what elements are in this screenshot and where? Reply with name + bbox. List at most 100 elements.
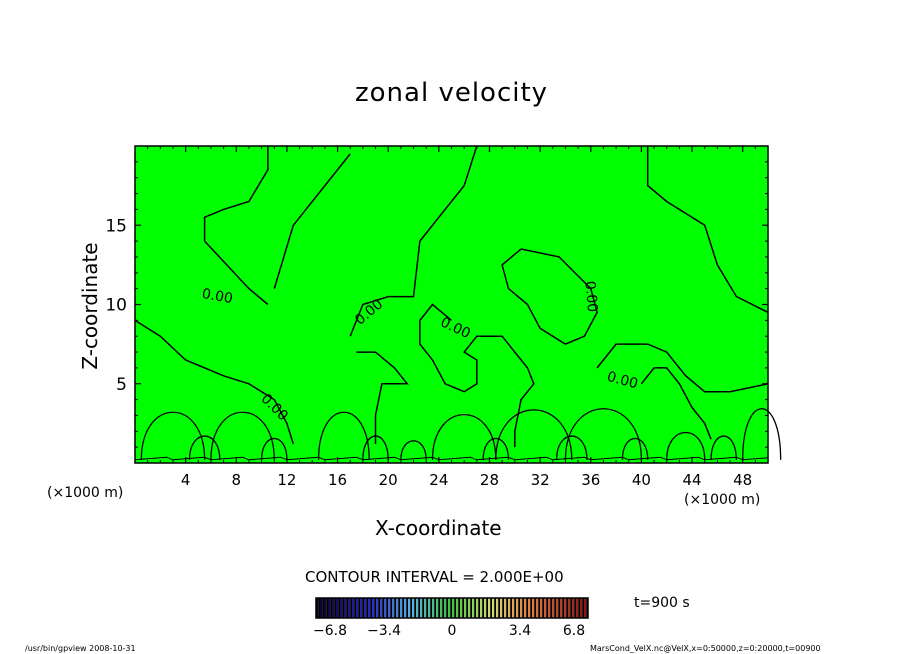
surface-contour xyxy=(666,432,706,460)
x-tick-label: 16 xyxy=(328,471,347,489)
colorbar-cell xyxy=(328,598,331,618)
colorbar-gap xyxy=(362,598,364,618)
surface-contour xyxy=(431,414,497,460)
colorbar-cell xyxy=(532,598,535,618)
colorbar-gap xyxy=(326,598,328,618)
colorbar-gap xyxy=(318,598,320,618)
colorbar-gap xyxy=(342,598,344,618)
x-tick-label: 8 xyxy=(232,471,242,489)
colorbar-cell xyxy=(524,598,527,618)
surface-contour xyxy=(400,440,427,460)
colorbar-gap xyxy=(478,598,480,618)
colorbar-frame xyxy=(315,597,589,619)
colorbar-cell xyxy=(536,598,539,618)
surface-contour xyxy=(710,435,737,460)
colorbar-cell xyxy=(428,598,431,618)
colorbar-cell xyxy=(320,598,323,618)
contour-line xyxy=(134,319,295,445)
colorbar-cell xyxy=(360,598,363,618)
colorbar-gap xyxy=(350,598,352,618)
colorbar-gap xyxy=(502,598,504,618)
colorbar-gap xyxy=(526,598,528,618)
colorbar-gap xyxy=(562,598,564,618)
colorbar: −6.8 −3.4 0 3.4 6.8 xyxy=(313,597,589,639)
colorbar-gap xyxy=(578,598,580,618)
colorbar-cell xyxy=(580,598,583,618)
colorbar-cell xyxy=(552,598,555,618)
colorbar-cell xyxy=(400,598,403,618)
surface-contour xyxy=(260,437,288,460)
colorbar-gap xyxy=(554,598,556,618)
colorbar-cell xyxy=(540,598,543,618)
colorbar-gap xyxy=(398,598,400,618)
colorbar-gap xyxy=(514,598,516,618)
y-tick-label: 10 xyxy=(105,296,127,316)
surface-contour xyxy=(482,437,510,460)
colorbar-tick-label: −6.8 xyxy=(313,623,347,639)
colorbar-cell xyxy=(384,598,387,618)
colorbar-cell xyxy=(392,598,395,618)
x-axis-label: X-coordinate xyxy=(375,516,502,540)
colorbar-cell xyxy=(404,598,407,618)
contour-line xyxy=(349,145,478,337)
colorbar-gap xyxy=(322,598,324,618)
colorbar-cell xyxy=(440,598,443,618)
contour-line xyxy=(419,303,535,448)
colorbar-gap xyxy=(570,598,572,618)
x-tick-label: 24 xyxy=(429,471,448,489)
contour-label: 0.00 xyxy=(581,280,600,312)
colorbar-cell xyxy=(568,598,571,618)
colorbar-gap xyxy=(422,598,424,618)
colorbar-gap xyxy=(466,598,468,618)
footer-left: /usr/bin/gpview 2008-10-31 xyxy=(25,644,136,653)
colorbar-cell xyxy=(352,598,355,618)
colorbar-cell xyxy=(376,598,379,618)
colorbar-gap xyxy=(522,598,524,618)
colorbar-gap xyxy=(402,598,404,618)
colorbar-cell xyxy=(492,598,495,618)
contour-label: 0.00 xyxy=(201,286,234,307)
colorbar-gap xyxy=(354,598,356,618)
colorbar-cell xyxy=(488,598,491,618)
colorbar-cell xyxy=(496,598,499,618)
footer-right: MarsCond_VelX.nc@VelX,x=0:50000,z=0:2000… xyxy=(590,644,821,653)
colorbar-gap xyxy=(366,598,368,618)
x-tick-label: 28 xyxy=(480,471,499,489)
colorbar-cell xyxy=(348,598,351,618)
colorbar-cell xyxy=(500,598,503,618)
colorbar-gap xyxy=(482,598,484,618)
colorbar-gap xyxy=(382,598,384,618)
chart-title: zonal velocity xyxy=(355,78,549,108)
surface-contour xyxy=(564,408,643,460)
colorbar-gap xyxy=(498,598,500,618)
colorbar-gap xyxy=(462,598,464,618)
colorbar-cell xyxy=(416,598,419,618)
colorbar-cell xyxy=(372,598,375,618)
colorbar-cell xyxy=(456,598,459,618)
colorbar-cell xyxy=(436,598,439,618)
colorbar-cell xyxy=(420,598,423,618)
x-tick-label: 4 xyxy=(181,471,191,489)
colorbar-cell xyxy=(528,598,531,618)
colorbar-cell xyxy=(584,598,587,618)
colorbar-cell xyxy=(408,598,411,618)
colorbar-gap xyxy=(406,598,408,618)
colorbar-cell xyxy=(560,598,563,618)
colorbar-cell xyxy=(516,598,519,618)
colorbar-cell xyxy=(424,598,427,618)
colorbar-gap xyxy=(494,598,496,618)
surface-contour xyxy=(317,411,370,460)
colorbar-tick-label: −3.4 xyxy=(367,623,401,639)
colorbar-gap xyxy=(378,598,380,618)
colorbar-gap xyxy=(566,598,568,618)
colorbar-gap xyxy=(338,598,340,618)
colorbar-gap xyxy=(490,598,492,618)
colorbar-gap xyxy=(446,598,448,618)
colorbar-cell xyxy=(548,598,551,618)
colorbar-gap xyxy=(470,598,472,618)
colorbar-cell xyxy=(576,598,579,618)
colorbar-cell xyxy=(380,598,383,618)
surface-contour xyxy=(140,411,206,460)
colorbar-gap xyxy=(586,598,588,618)
colorbar-cell xyxy=(544,598,547,618)
